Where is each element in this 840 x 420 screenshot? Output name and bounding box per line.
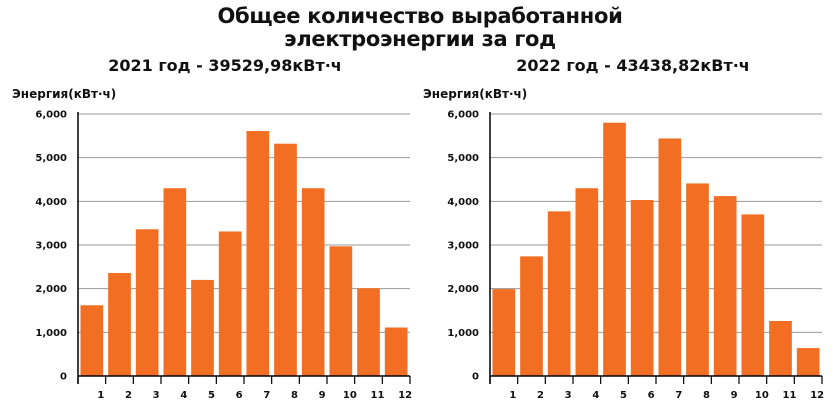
chart-title-2021: 2021 год - 39529,98кВт·ч (108, 56, 342, 75)
y-axis-label-2021: Энергия(кВт·ч) (12, 87, 117, 101)
x-tick-label-2021: 5 (208, 390, 215, 401)
bar-2022-8 (686, 183, 709, 376)
y-tick-label-2022: 2,000 (447, 284, 479, 295)
y-tick-label-2022: 4,000 (447, 197, 479, 208)
x-tick-label-2021: 12 (398, 390, 412, 401)
chart-title-2022: 2022 год - 43438,82кВт·ч (516, 56, 750, 75)
y-tick-label-2022: 6,000 (447, 110, 479, 121)
y-tick-label-2021: 3,000 (35, 241, 67, 252)
x-tick-label-2021: 2 (125, 390, 132, 401)
bar-2022-7 (658, 138, 682, 376)
bar-2021-8 (274, 143, 297, 376)
bar-2022-11 (769, 320, 792, 376)
bar-2022-6 (630, 200, 654, 376)
y-tick-label-2021: 4,000 (35, 197, 67, 208)
x-tick-label-2022: 8 (703, 390, 710, 401)
x-tick-label-2021: 10 (343, 390, 357, 401)
bar-2022-4 (575, 188, 599, 376)
bar-2021-1 (80, 305, 104, 376)
bar-2021-3 (135, 229, 159, 376)
bar-2021-2 (108, 272, 131, 376)
bar-2022-12 (796, 348, 820, 376)
x-tick-label-2021: 9 (319, 390, 326, 401)
bar-2022-3 (547, 211, 571, 376)
x-tick-label-2021: 4 (180, 390, 187, 401)
x-tick-label-2022: 6 (648, 390, 655, 401)
y-tick-label-2022: 5,000 (447, 153, 479, 164)
x-tick-label-2022: 10 (755, 390, 769, 401)
x-tick-label-2022: 7 (675, 390, 682, 401)
y-tick-label-2021: 0 (60, 372, 67, 383)
x-tick-label-2021: 1 (97, 390, 104, 401)
bar-2022-10 (741, 214, 765, 376)
x-tick-label-2022: 3 (565, 390, 572, 401)
y-tick-label-2022: 1,000 (447, 328, 479, 339)
bar-2022-2 (520, 256, 543, 376)
y-tick-label-2022: 3,000 (447, 241, 479, 252)
bar-2022-9 (713, 196, 737, 376)
bar-2021-4 (163, 188, 187, 376)
bar-2021-7 (246, 131, 270, 376)
main-title-line-1: Общее количество выработанной (217, 4, 623, 28)
y-tick-label-2021: 5,000 (35, 153, 67, 164)
y-tick-label-2021: 2,000 (35, 284, 67, 295)
x-tick-label-2021: 11 (371, 390, 385, 401)
bar-2022-1 (492, 289, 516, 376)
main-title-line-2: электроэнергии за год (284, 27, 556, 51)
x-tick-label-2021: 3 (153, 390, 160, 401)
bar-2021-9 (301, 188, 325, 376)
bar-2021-12 (384, 327, 408, 376)
bar-2021-6 (218, 231, 242, 376)
x-tick-label-2022: 9 (731, 390, 738, 401)
y-axis-label-2022: Энергия(кВт·ч) (423, 87, 528, 101)
x-tick-label-2022: 11 (783, 390, 797, 401)
x-tick-label-2021: 6 (236, 390, 243, 401)
bar-2021-5 (191, 279, 214, 376)
bar-2021-10 (329, 246, 353, 376)
x-tick-label-2022: 12 (810, 390, 824, 401)
y-tick-label-2021: 1,000 (35, 328, 67, 339)
y-tick-label-2022: 0 (472, 372, 479, 383)
x-tick-label-2021: 7 (263, 390, 270, 401)
y-tick-label-2021: 6,000 (35, 110, 67, 121)
x-tick-label-2022: 4 (592, 390, 599, 401)
bar-2022-5 (603, 122, 626, 376)
x-tick-label-2022: 5 (620, 390, 627, 401)
x-tick-label-2022: 1 (509, 390, 516, 401)
bar-2021-11 (357, 288, 380, 376)
x-tick-label-2021: 8 (291, 390, 298, 401)
x-tick-label-2022: 2 (537, 390, 544, 401)
